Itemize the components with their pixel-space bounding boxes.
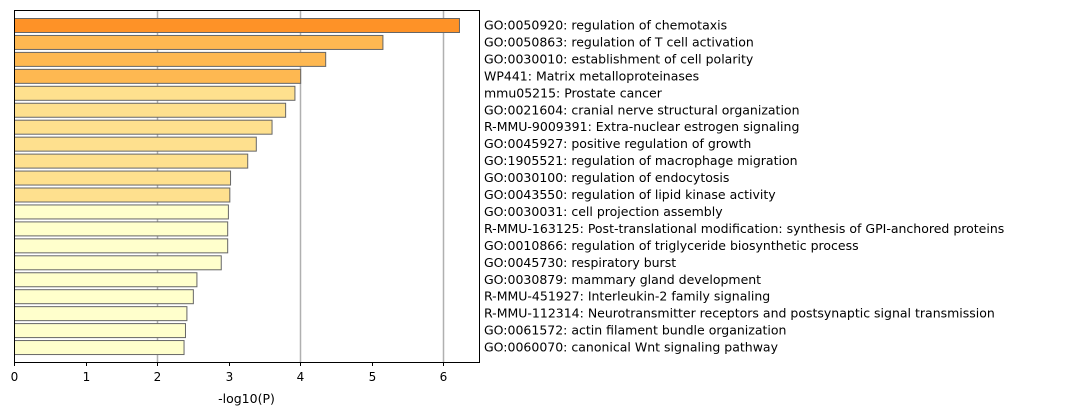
category-label: GO:0045730: respiratory burst: [484, 255, 676, 270]
bar: [14, 68, 302, 84]
bar: [14, 221, 229, 237]
category-label: GO:0030031: cell projection assembly: [484, 204, 723, 219]
category-label: GO:0050863: regulation of T cell activat…: [484, 34, 754, 49]
bar: [14, 272, 198, 288]
bar: [14, 34, 384, 50]
category-labels: GO:0050920: regulation of chemotaxisGO:0…: [484, 18, 1004, 355]
category-label: R-MMU-112314: Neurotransmitter receptors…: [484, 306, 995, 321]
x-tick-label: 5: [369, 370, 377, 384]
x-tick-label: 1: [83, 370, 91, 384]
category-label: GO:0030010: establishment of cell polari…: [484, 51, 754, 66]
category-label: GO:0060070: canonical Wnt signaling path…: [484, 340, 779, 355]
bar: [14, 187, 231, 203]
bar: [14, 306, 188, 322]
bar: [14, 51, 327, 67]
category-label: GO:0010866: regulation of triglyceride b…: [484, 238, 859, 253]
bar: [14, 289, 194, 305]
bar: [14, 119, 273, 135]
bar: [14, 255, 222, 271]
category-label: GO:0043550: regulation of lipid kinase a…: [484, 187, 776, 202]
bar: [14, 153, 249, 169]
plot-frame: [14, 10, 480, 363]
category-label: GO:0061572: actin filament bundle organi…: [484, 323, 786, 338]
bar: [14, 85, 296, 101]
category-label: GO:1905521: regulation of macrophage mig…: [484, 153, 798, 168]
bar: [14, 238, 229, 254]
bars: [14, 18, 460, 356]
x-axis-ticks: 0 1 2 3 4 5 6: [11, 362, 448, 384]
bar: [14, 323, 186, 339]
category-label: R-MMU-9009391: Extra-nuclear estrogen si…: [484, 119, 799, 134]
x-axis-label: -log10(P): [218, 391, 275, 406]
category-label: mmu05215: Prostate cancer: [484, 85, 663, 100]
bar: [14, 204, 229, 220]
x-tick-label: 4: [297, 370, 305, 384]
category-label: GO:0021604: cranial nerve structural org…: [484, 102, 800, 117]
bar: [14, 170, 232, 186]
category-label: GO:0030100: regulation of endocytosis: [484, 170, 729, 185]
category-label: R-MMU-451927: Interleukin-2 family signa…: [484, 289, 770, 304]
category-label: R-MMU-163125: Post-translational modific…: [484, 221, 1004, 236]
x-tick-label: 6: [440, 370, 448, 384]
bar: [14, 18, 460, 33]
x-tick-label: 3: [226, 370, 234, 384]
x-tick-label: 0: [11, 370, 19, 384]
category-label: WP441: Matrix metalloproteinases: [484, 68, 699, 83]
bar: [14, 136, 257, 152]
bar: [14, 340, 185, 356]
category-label: GO:0045927: positive regulation of growt…: [484, 136, 751, 151]
category-label: GO:0030879: mammary gland development: [484, 272, 761, 287]
category-label: GO:0050920: regulation of chemotaxis: [484, 18, 727, 33]
x-tick-label: 2: [154, 370, 162, 384]
bar: [14, 102, 287, 118]
